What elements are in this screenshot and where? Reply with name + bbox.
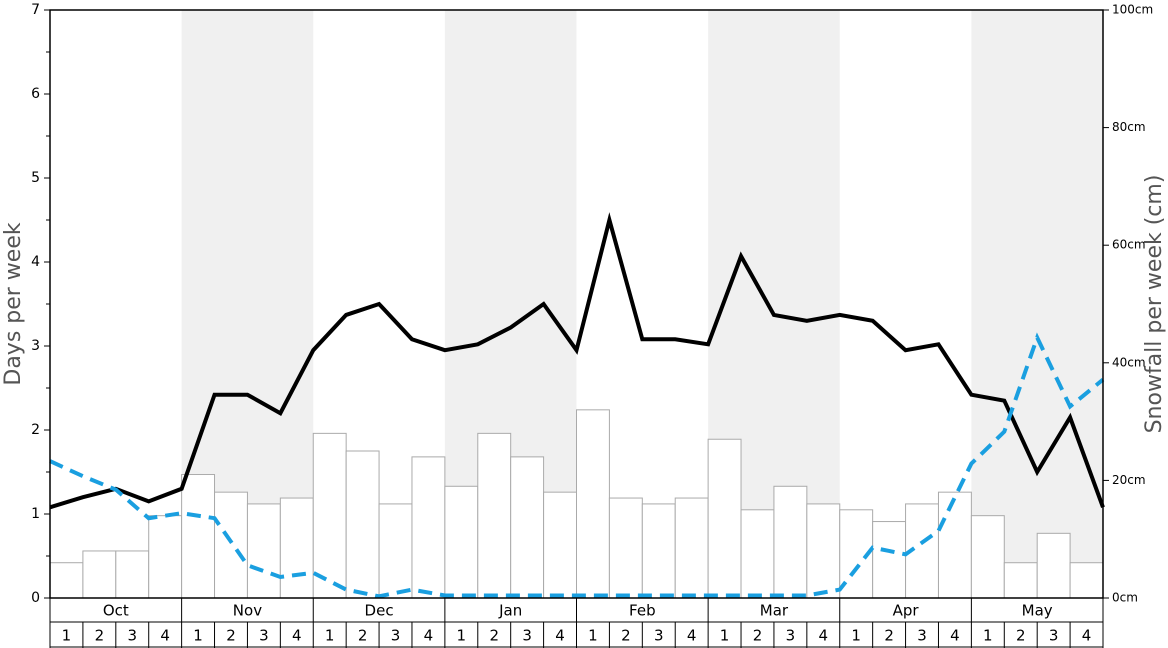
week-label: 1 [851, 627, 861, 645]
week-label: 2 [489, 627, 499, 645]
y-tick-label: 2 [31, 422, 40, 438]
week-label: 3 [786, 627, 796, 645]
bar [82, 550, 117, 599]
y-tick-label: 4 [31, 254, 40, 270]
bar [1069, 562, 1104, 599]
y2-tick-label: 0cm [1112, 591, 1138, 605]
y-tick-label: 7 [31, 2, 40, 18]
y2-tick-label: 60cm [1112, 238, 1146, 252]
bar [49, 562, 84, 599]
month-label: Jan [498, 602, 522, 620]
bar [872, 521, 907, 599]
month-band [971, 10, 1103, 598]
week-label: 1 [325, 627, 335, 645]
month-label: Feb [629, 602, 656, 620]
week-label: 3 [522, 627, 532, 645]
y-tick-label: 0 [31, 590, 40, 606]
bar [674, 497, 709, 599]
bar [411, 456, 446, 599]
dashed-line [49, 332, 1105, 599]
bar [543, 491, 577, 599]
week-label: 2 [95, 627, 105, 645]
week-label: 3 [917, 627, 927, 645]
week-label: 4 [160, 627, 170, 645]
y2-tick-label: 80cm [1112, 120, 1146, 134]
y-tick-label: 6 [31, 86, 40, 102]
week-label: 4 [424, 627, 434, 645]
y-tick-label: 5 [31, 170, 40, 186]
month-label: May [1022, 602, 1053, 620]
month-label: Nov [233, 602, 262, 620]
line [49, 212, 1105, 510]
week-label: 2 [358, 627, 368, 645]
bar [576, 409, 610, 599]
bar [740, 509, 775, 599]
week-label: 4 [819, 627, 829, 645]
week-label: 3 [127, 627, 137, 645]
week-label: 2 [226, 627, 236, 645]
y2-tick-label: 100cm [1112, 3, 1153, 17]
bar [181, 474, 216, 599]
bar [707, 438, 742, 599]
week-label: 1 [457, 627, 467, 645]
bar [510, 456, 545, 599]
week-label: 1 [193, 627, 203, 645]
week-label: 4 [555, 627, 565, 645]
week-label: 3 [1049, 627, 1059, 645]
bar [115, 550, 150, 599]
week-label: 4 [687, 627, 697, 645]
y2-axis-title: Snowfall per week (cm) [1142, 175, 1167, 434]
month-label: Apr [893, 602, 920, 620]
bar [378, 503, 413, 599]
bar [806, 503, 841, 599]
week-label: 2 [884, 627, 894, 645]
y2-tick-label: 40cm [1112, 355, 1146, 369]
week-label: 3 [654, 627, 664, 645]
bar [1036, 532, 1071, 599]
week-label: 4 [1082, 627, 1092, 645]
week-label: 1 [720, 627, 730, 645]
bar [937, 491, 972, 599]
bar [246, 503, 281, 599]
bar [148, 515, 183, 599]
week-label: 1 [588, 627, 598, 645]
y-tick-label: 1 [31, 506, 40, 522]
week-label: 1 [62, 627, 72, 645]
bar [345, 450, 380, 599]
bar [477, 432, 512, 599]
week-label: 3 [391, 627, 401, 645]
week-label: 4 [292, 627, 302, 645]
week-label: 3 [259, 627, 269, 645]
week-label: 2 [1016, 627, 1026, 645]
bar [970, 515, 1005, 599]
week-label: 4 [950, 627, 960, 645]
month-label: Mar [760, 602, 789, 620]
bar [214, 491, 248, 599]
y-tick-label: 3 [31, 338, 40, 354]
bar [279, 497, 314, 599]
bar [608, 497, 643, 599]
week-label: 1 [983, 627, 993, 645]
bar [1003, 562, 1038, 599]
week-label: 2 [753, 627, 763, 645]
bar [641, 503, 676, 599]
week-label: 2 [621, 627, 631, 645]
bar [444, 485, 479, 599]
bar [773, 485, 808, 599]
month-label: Dec [365, 602, 394, 620]
y-axis-title: Days per week [1, 222, 26, 385]
y2-tick-label: 20cm [1112, 473, 1146, 487]
month-label: Oct [103, 602, 129, 620]
